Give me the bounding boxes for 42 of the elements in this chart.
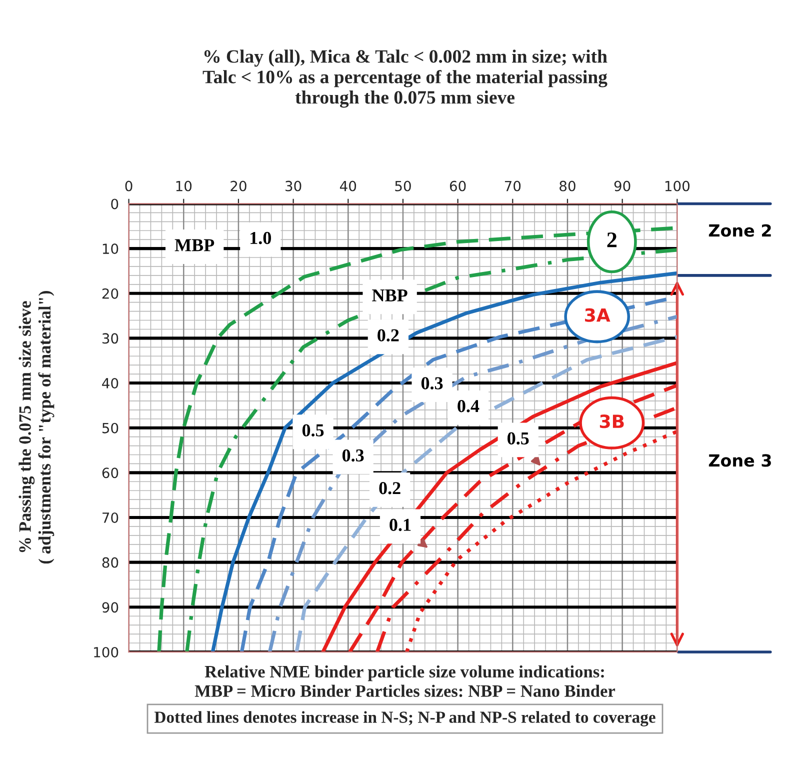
x-tick-label: 50 <box>395 180 411 192</box>
y-tick-label: 50 <box>102 422 118 434</box>
annotation: 0.5 <box>302 424 324 436</box>
y-tick-label: 40 <box>102 378 118 388</box>
annotation: 0.2 <box>378 329 399 342</box>
y-tick-label: 0 <box>111 198 118 210</box>
annotation: MBP <box>174 239 214 252</box>
y-axis-title: % Passing the 0.075 mm size sieve ( adjustments for "type of material") <box>18 291 54 564</box>
y-tick-label: 30 <box>102 333 118 344</box>
y-tick-label: 10 <box>102 244 118 254</box>
annotation: 0.1 <box>390 518 411 532</box>
x-tick-label: 40 <box>340 180 356 192</box>
annotation: 3B <box>600 414 624 428</box>
text: Zone 2 <box>708 224 771 237</box>
text: Dotted lines denotes increase in N-S; N-P and NP-S related to coverage <box>154 711 656 726</box>
y-tick-label: 20 <box>102 288 118 299</box>
annotation: 0.3 <box>342 449 364 462</box>
x-tick-label: 80 <box>560 180 576 192</box>
x-tick-label: 30 <box>286 180 302 192</box>
y-tick-label: 80 <box>102 557 118 568</box>
chart-title: % Clay (all), Mica & Talc < 0.002 mm in size; with Talc < 10% as a percentage of the material passing through the 0.075 mm sieve <box>202 50 608 108</box>
x-tick-label: 10 <box>176 180 192 192</box>
y-tick-label: 70 <box>102 512 118 523</box>
x-tick-label: 0 <box>125 180 132 192</box>
annotation: NBP <box>372 289 408 302</box>
annotation: 0.4 <box>458 400 480 412</box>
y-tick-label: 90 <box>102 602 118 613</box>
y-tick-label: 100 <box>94 646 118 658</box>
annotation: 0.2 <box>379 482 400 494</box>
y-tick-label: 60 <box>102 468 118 478</box>
text: Zone 3 <box>708 454 771 467</box>
x-tick-label: 100 <box>665 180 690 192</box>
annotation: 0.3 <box>421 377 443 390</box>
annotation: 1.0 <box>250 232 271 244</box>
annotation: 2 <box>607 232 617 248</box>
x-axis-title: Relative NME binder particle size volume indications: MBP = Micro Binder Particles sizes: NBP = Nano Binder <box>194 665 616 697</box>
x-tick-label: 70 <box>504 180 521 192</box>
x-tick-label: 20 <box>230 180 246 192</box>
annotation: 0.5 <box>508 432 529 445</box>
x-tick-label: 90 <box>614 180 630 192</box>
annotation: 3A <box>585 308 610 322</box>
x-tick-label: 60 <box>450 180 466 192</box>
